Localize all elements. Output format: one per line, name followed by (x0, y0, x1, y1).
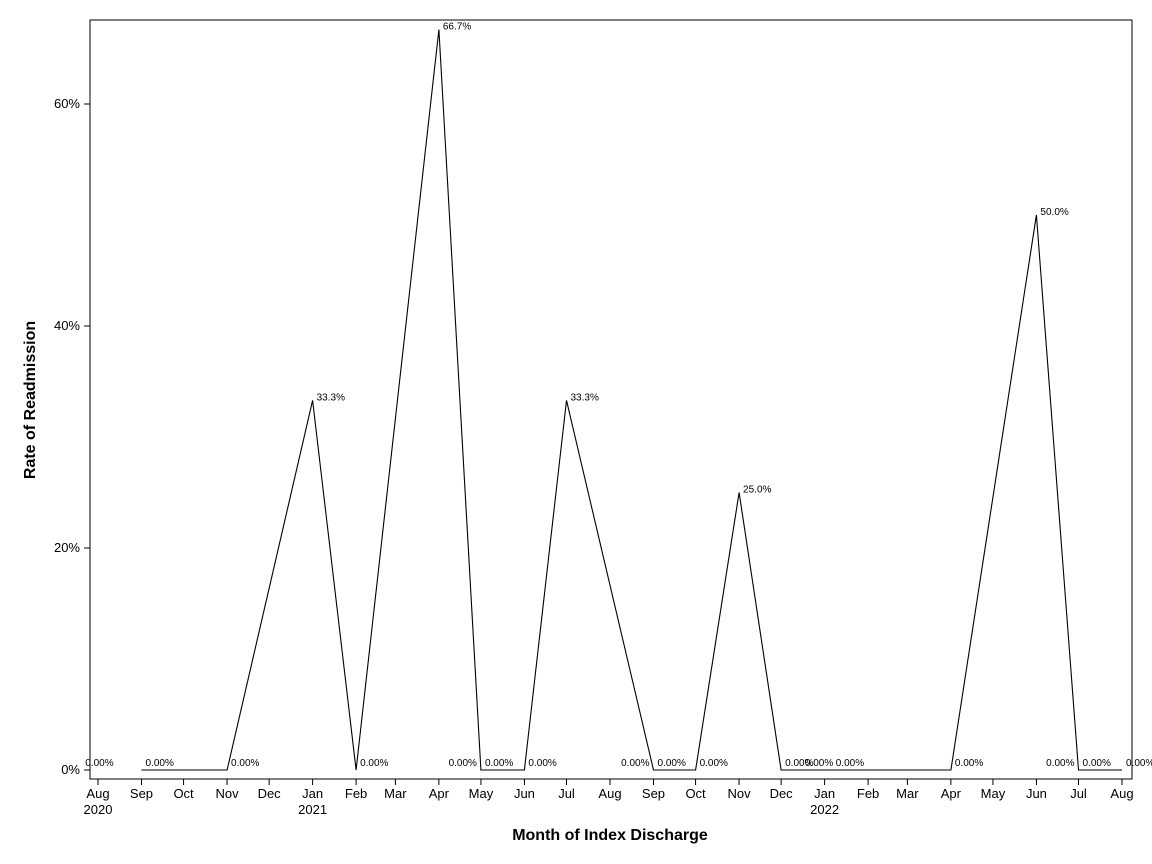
x-tick-label: Dec (770, 786, 794, 801)
x-tick-label: Apr (429, 786, 450, 801)
data-label: 0.00% (785, 758, 813, 769)
x-tick-label: Dec (258, 786, 282, 801)
data-label: 33.3% (571, 392, 599, 403)
x-tick-label: Feb (857, 786, 879, 801)
x-tick-label: Aug (1110, 786, 1133, 801)
x-tick-label: Mar (896, 786, 919, 801)
data-label: 0.00% (449, 758, 477, 769)
x-tick-label: Aug (598, 786, 621, 801)
data-label: 0.00% (231, 758, 259, 769)
data-label: 0.00% (621, 758, 649, 769)
x-tick-label: Jan (302, 786, 323, 801)
data-label: 50.0% (1040, 207, 1068, 218)
data-label: 0.00% (85, 758, 113, 769)
data-label: 0.00% (955, 758, 983, 769)
x-tick-label: Feb (345, 786, 367, 801)
x-tick-label: Oct (173, 786, 194, 801)
data-label: 0.00% (1126, 758, 1152, 769)
x-tick-label: Jul (558, 786, 575, 801)
data-label: 0.00% (700, 758, 728, 769)
data-label: 0.00% (528, 758, 556, 769)
data-label: 0.00% (1083, 758, 1111, 769)
y-tick-label: 0% (61, 762, 80, 777)
x-year-label: 2021 (298, 802, 327, 817)
data-label: 66.7% (443, 22, 471, 33)
y-tick-label: 20% (54, 540, 80, 555)
y-axis: 0% 20% 40% 60% (54, 96, 90, 777)
readmission-rate-line (141, 29, 1122, 771)
data-label: 33.3% (317, 392, 345, 403)
x-tick-label: Jul (1070, 786, 1087, 801)
x-tick-label: May (981, 786, 1006, 801)
x-tick-label: Oct (685, 786, 706, 801)
data-labels: 0.00% 0.00%33.3%0.00%66.7%0.00% 0.00%33.3%… (85, 22, 1152, 769)
y-axis-title: Rate of Readmission (22, 321, 39, 479)
x-tick-label: Aug (86, 786, 109, 801)
plot-frame (89, 19, 1133, 780)
x-tick-label: Sep (130, 786, 153, 801)
x-tick-label: Nov (215, 786, 239, 801)
x-tick-label: Jun (1026, 786, 1047, 801)
data-label: 0.00% (145, 758, 173, 769)
y-tick-label: 40% (54, 318, 80, 333)
data-label: 0.00% (485, 758, 513, 769)
x-year-label: 2020 (84, 802, 113, 817)
data-label: 0.00% (1046, 758, 1074, 769)
x-tick-label: Nov (727, 786, 751, 801)
data-label: 0.00% (360, 758, 388, 769)
x-tick-label: Jan (814, 786, 835, 801)
data-label: 0.00% (836, 758, 864, 769)
x-year-label: 2022 (810, 802, 839, 817)
x-tick-label: May (469, 786, 494, 801)
data-label: 0.00% (805, 758, 833, 769)
y-tick-label: 60% (54, 96, 80, 111)
data-label: 25.0% (743, 485, 771, 496)
x-axis-title: Month of Index Discharge (512, 827, 708, 844)
data-label: 0.00% (657, 758, 685, 769)
x-tick-label: Apr (941, 786, 962, 801)
x-tick-label: Jun (514, 786, 535, 801)
x-axis: Aug Sep Oct Nov Dec Jan Feb Mar Apr May Jun Jul Aug S… (84, 779, 1134, 817)
x-tick-label: Mar (384, 786, 407, 801)
x-tick-label: Sep (642, 786, 665, 801)
